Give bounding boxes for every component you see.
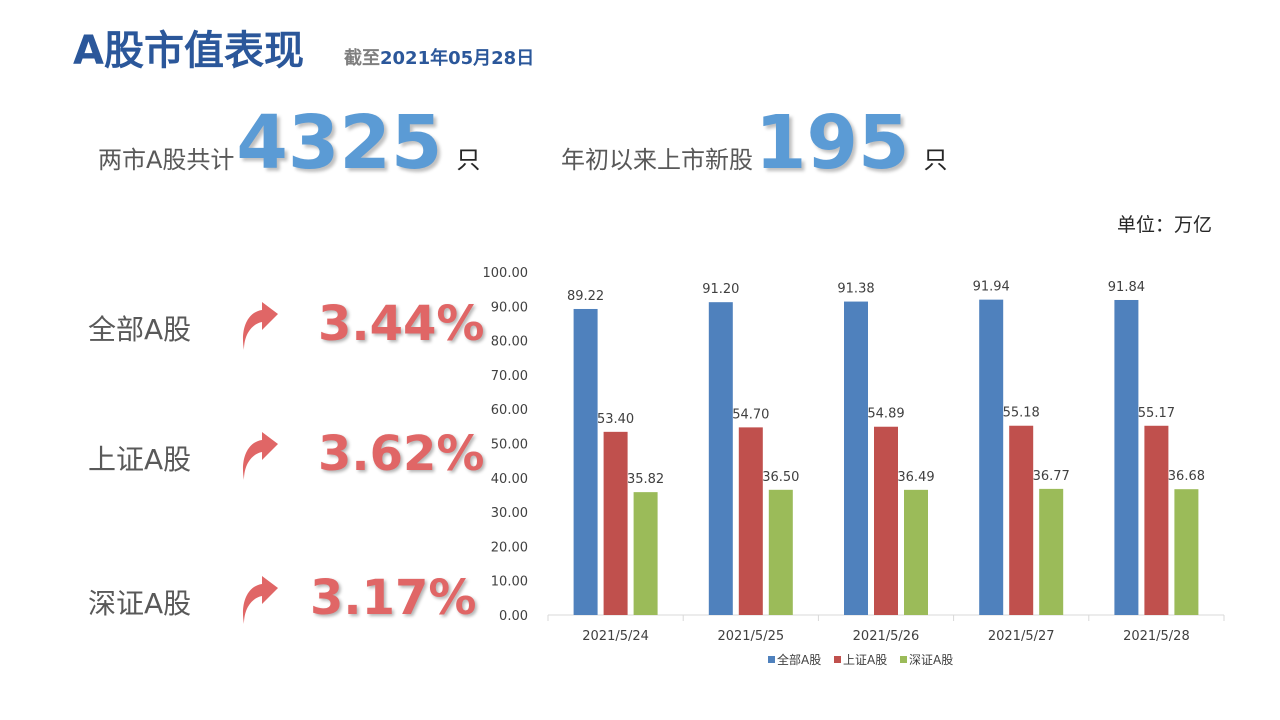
stat-label: 年初以来上市新股 [561, 146, 753, 174]
data-label: 55.18 [1003, 406, 1040, 421]
data-label: 54.89 [867, 407, 904, 422]
bar [844, 301, 868, 615]
bar [1114, 299, 1139, 615]
stat-unit: 只 [456, 146, 481, 174]
up-arrow-icon [242, 302, 278, 350]
bar [738, 427, 763, 615]
y-tick-label: 60.00 [491, 403, 528, 418]
bar [573, 308, 598, 615]
data-label: 53.40 [597, 412, 634, 427]
data-label: 36.77 [1033, 469, 1070, 484]
y-tick-label: 90.00 [491, 300, 528, 315]
change-pct: 3.17% [310, 570, 477, 626]
unit-label: 单位：万亿 [1117, 214, 1213, 236]
y-tick-label: 10.00 [491, 575, 528, 590]
x-tick-label: 2021/5/26 [853, 629, 920, 644]
data-label: 36.68 [1168, 469, 1205, 484]
legend-swatch [900, 656, 907, 663]
as-of-date: 截至2021年05月28日 [344, 44, 534, 70]
y-tick-label: 40.00 [491, 472, 528, 487]
legend-label: 深证A股 [909, 653, 953, 667]
data-label: 36.49 [897, 470, 934, 485]
change-row-sh: 上证A股 3.62% [88, 426, 485, 496]
data-label: 89.22 [567, 289, 604, 304]
y-tick-label: 100.00 [483, 266, 529, 281]
bar [1039, 488, 1064, 615]
legend-swatch [834, 656, 841, 663]
up-arrow-icon [242, 432, 278, 480]
bar [874, 426, 898, 615]
change-pct: 3.62% [318, 426, 485, 482]
data-label: 91.94 [973, 280, 1010, 295]
y-tick-label: 80.00 [491, 335, 528, 350]
change-name: 全部A股 [88, 313, 192, 346]
change-name: 深证A股 [88, 587, 192, 620]
y-tick-label: 30.00 [491, 506, 528, 521]
page-title: A股市值表现 [73, 28, 304, 74]
stat-unit: 只 [923, 146, 948, 174]
data-label: 54.70 [732, 407, 769, 422]
x-tick-label: 2021/5/27 [988, 629, 1055, 644]
y-tick-label: 20.00 [491, 540, 528, 555]
change-pct: 3.44% [318, 296, 485, 352]
change-row-all: 全部A股 3.44% [88, 296, 485, 366]
stat-total-stocks: 两市A股共计 4325 只 [98, 106, 480, 186]
stat-label: 两市A股共计 [98, 146, 235, 174]
bar [979, 299, 1004, 615]
legend-label: 全部A股 [777, 652, 821, 667]
data-label: 55.17 [1138, 406, 1175, 421]
bar [1144, 425, 1169, 615]
bar [708, 302, 733, 615]
data-label: 91.38 [837, 282, 874, 297]
change-name: 上证A股 [88, 443, 192, 476]
data-label: 91.84 [1108, 280, 1145, 295]
bar [603, 431, 628, 615]
stat-value: 4325 [236, 100, 443, 186]
y-tick-label: 50.00 [491, 438, 528, 453]
data-label: 36.50 [762, 470, 799, 485]
market-cap-bar-chart: 0.00 10.00 20.00 30.00 40.00 50.00 60.00 70.00 8… [483, 266, 1225, 667]
up-arrow-icon [242, 576, 278, 624]
y-tick-label: 0.00 [499, 609, 528, 624]
as-of-lead: 截至 [344, 48, 380, 69]
data-label: 91.20 [702, 282, 739, 297]
bar [633, 492, 658, 615]
stat-value: 195 [755, 100, 910, 186]
legend-swatch [768, 656, 775, 663]
bar [1174, 489, 1199, 615]
stat-new-listings: 年初以来上市新股 195 只 [561, 106, 947, 186]
bar [1009, 425, 1034, 615]
data-label: 35.82 [627, 472, 664, 487]
change-row-sz: 深证A股 3.17% [88, 570, 477, 640]
y-tick-label: 70.00 [491, 369, 528, 384]
x-tick-label: 2021/5/25 [717, 629, 784, 644]
bar [768, 489, 793, 615]
bar [904, 489, 928, 615]
x-tick-label: 2021/5/28 [1123, 629, 1190, 644]
x-tick-label: 2021/5/24 [582, 629, 649, 644]
as-of-date-value: 2021年05月28日 [380, 48, 535, 69]
legend-label: 上证A股 [843, 653, 887, 667]
